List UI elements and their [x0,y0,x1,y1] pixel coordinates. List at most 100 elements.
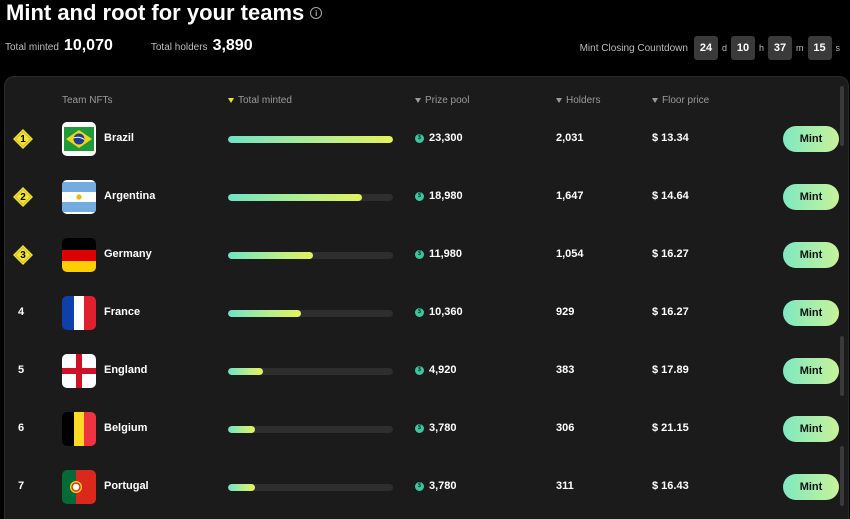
scrollbar-thumb[interactable] [840,446,844,506]
rank-number: 6 [18,422,25,434]
column-header-floor[interactable]: Floor price [652,95,709,106]
floor-price: $ 16.27 [652,306,689,318]
mint-countdown: Mint Closing Countdown 24 d 10 h 37 m 15… [580,36,840,60]
table-row[interactable]: 5 England $4,920 383 $ 17.89 Mint [0,342,850,400]
rank-number: 5 [18,364,25,376]
sort-desc-active-icon [228,98,234,103]
token-coin-icon: $ [415,191,424,201]
scrollbar-thumb[interactable] [840,86,844,146]
rank-badge-icon: 1 [13,129,33,149]
table-scrollbar[interactable] [840,86,844,516]
table-row[interactable]: 2 Argentina $18,980 1,647 $ 14.64 Mint [0,168,850,226]
team-name: France [104,306,141,318]
holders-count: 929 [556,306,575,318]
minted-progress-bar [228,136,393,143]
mint-button[interactable]: Mint [783,474,839,500]
table-row[interactable]: 1 Brazil $23,300 2,031 $ 13.34 Mint [0,110,850,168]
floor-price: $ 16.43 [652,480,689,492]
holders-count: 306 [556,422,575,434]
countdown-hours-unit: h [758,43,764,53]
holders-count: 311 [556,480,574,492]
floor-price: $ 21.15 [652,422,689,434]
total-minted-label: Total minted [5,42,59,53]
column-header-prize[interactable]: Prize pool [415,95,469,106]
minted-progress-bar [228,252,393,259]
minted-progress-fill [228,194,363,201]
minted-progress-bar [228,484,393,491]
holders-count: 1,054 [556,248,584,260]
table-header: Team NFTs Total minted Prize pool Holder… [0,95,850,109]
floor-price: $ 14.64 [652,190,689,202]
token-coin-icon: $ [415,423,424,433]
countdown-seconds-unit: s [835,43,841,53]
minted-progress-fill [228,484,255,491]
minted-progress-fill [228,368,263,375]
sort-icon [415,98,421,103]
france-flag-icon [62,296,96,330]
rank-number: 2 [20,191,26,203]
rank-number: 4 [18,306,25,318]
belgium-flag-icon [62,412,96,446]
floor-price: $ 17.89 [652,364,689,376]
team-name: England [104,364,148,376]
mint-button[interactable]: Mint [783,300,839,326]
mint-button[interactable]: Mint [783,126,839,152]
sort-icon [652,98,658,103]
prize-pool: $3,780 [415,480,457,492]
minted-progress-fill [228,426,255,433]
countdown-days-unit: d [721,43,727,53]
mint-button[interactable]: Mint [783,242,839,268]
token-coin-icon: $ [415,481,424,491]
rank-badge-icon: 2 [13,187,33,207]
countdown-seconds: 15 [807,36,832,60]
column-header-minted[interactable]: Total minted [228,95,292,106]
germany-flag-icon [62,238,96,272]
column-header-team: Team NFTs [62,95,113,106]
prize-pool: $23,300 [415,132,463,144]
rank-number: 1 [20,133,26,145]
total-holders-value: 3,890 [212,37,253,54]
teams-table-panel [4,76,849,519]
rank-number: 7 [18,480,25,492]
summary-stats: Total minted 10,070 Total holders 3,890 [5,37,253,55]
minted-progress-fill [228,136,393,143]
team-name: Germany [104,248,152,260]
total-holders-label: Total holders [150,42,208,53]
team-name: Brazil [104,132,134,144]
prize-pool: $11,980 [415,248,462,260]
prize-pool: $10,360 [415,306,463,318]
minted-progress-fill [228,310,302,317]
team-name: Belgium [104,422,148,434]
minted-progress-bar [228,310,393,317]
prize-pool: $4,920 [415,364,457,376]
minted-progress-bar [228,426,393,433]
minted-progress-fill [228,252,313,259]
minted-progress-bar [228,194,393,201]
mint-button[interactable]: Mint [783,358,839,384]
floor-price: $ 13.34 [652,132,689,144]
table-row[interactable]: 7 Portugal $3,780 311 $ 16.43 Mint [0,458,850,516]
countdown-label: Mint Closing Countdown [579,42,688,54]
prize-pool: $3,780 [415,422,457,434]
info-icon[interactable]: i [310,7,323,19]
sort-icon [556,98,562,103]
countdown-minutes-unit: m [796,43,804,53]
mint-button[interactable]: Mint [783,416,839,442]
team-name: Argentina [104,190,156,202]
table-row[interactable]: 3 Germany $11,980 1,054 $ 16.27 Mint [0,226,850,284]
mint-button[interactable]: Mint [783,184,839,210]
rank-badge-icon: 3 [13,245,33,265]
token-coin-icon: $ [415,307,424,317]
holders-count: 1,647 [556,190,584,202]
scrollbar-thumb[interactable] [840,336,844,396]
minted-progress-bar [228,368,393,375]
prize-pool: $18,980 [415,190,463,202]
table-row[interactable]: 6 Belgium $3,780 306 $ 21.15 Mint [0,400,850,458]
holders-count: 383 [556,364,575,376]
brazil-flag-icon [62,122,96,156]
countdown-minutes: 37 [768,36,792,60]
page-title-text: Mint and root for your teams [6,0,305,25]
table-row[interactable]: 4 France $10,360 929 $ 16.27 Mint [0,284,850,342]
column-header-holders[interactable]: Holders [556,95,600,106]
england-flag-icon [62,354,96,388]
